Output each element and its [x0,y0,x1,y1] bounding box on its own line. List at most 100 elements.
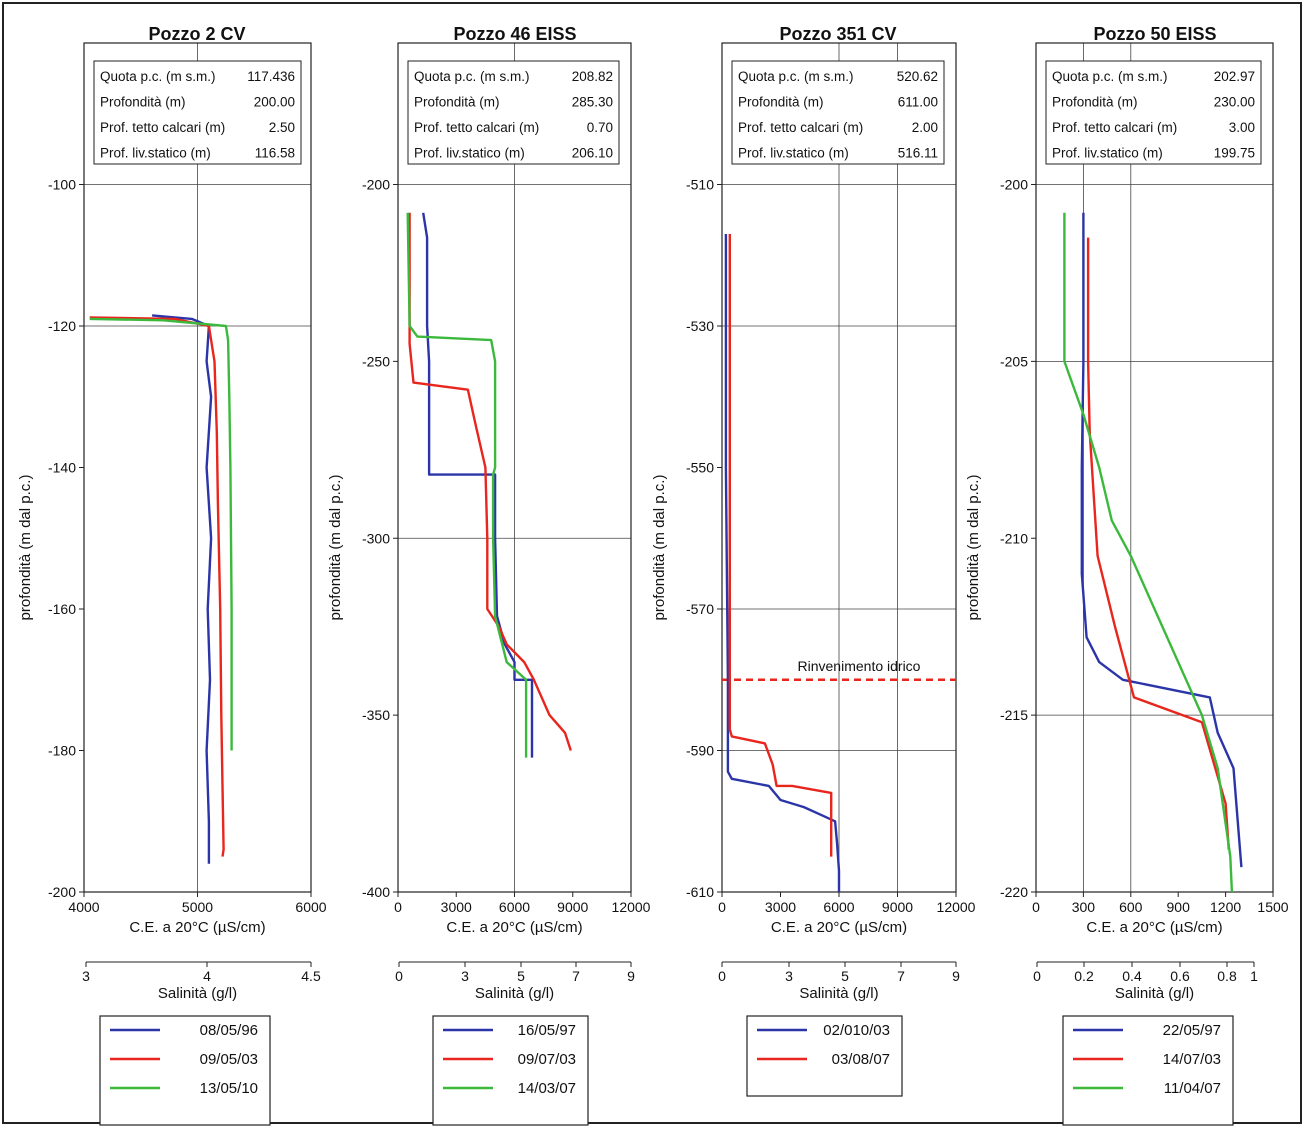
info-value: 2.00 [912,120,938,135]
y-tick-label: -220 [1000,884,1028,900]
x-tick-label: 4000 [68,899,99,915]
secondary-tick-label: 3 [82,968,90,984]
legend-label: 08/05/96 [200,1022,258,1039]
secondary-tick-label: 5 [517,968,525,984]
x-tick-label: 3000 [765,899,796,915]
y-tick-label: -180 [48,743,76,759]
info-value: 208.82 [572,69,613,84]
legend-label: 13/05/10 [200,1080,258,1097]
info-label: Prof. tetto calcari (m) [1052,120,1177,135]
secondary-axis-label: Salinità (g/l) [475,985,554,1002]
info-value: 202.97 [1214,69,1255,84]
secondary-tick-label: 0.4 [1122,968,1142,984]
legend-box [1062,1015,1234,1126]
x-axis-label: C.E. a 20°C (µS/cm) [1086,919,1222,936]
x-tick-label: 6000 [499,899,530,915]
legend-box [99,1015,271,1126]
x-tick-label: 6000 [295,899,326,915]
info-box [1045,60,1262,165]
x-tick-label: 0 [1032,899,1040,915]
info-label: Prof. tetto calcari (m) [414,120,539,135]
info-label: Quota p.c. (m s.m.) [100,69,216,84]
info-value: 516.11 [898,146,938,161]
x-tick-label: 6000 [823,899,854,915]
chart-panel-2: Pozzo 46 EISS-200-250-300-350-4000 3000 60… [327,24,651,1126]
info-value: 285.30 [572,95,613,110]
secondary-tick-label: 7 [897,968,905,984]
info-label: Prof. tetto calcari (m) [738,120,863,135]
legend-label: 22/05/97 [1163,1022,1221,1039]
secondary-tick-label: 3 [461,968,469,984]
x-axis-label: C.E. a 20°C (µS/cm) [446,919,582,936]
secondary-tick-label: 1 [1250,968,1258,984]
series-line-3 [89,317,233,751]
info-value: 117.436 [247,69,295,84]
x-tick-label: 5000 [182,899,213,915]
series-line-3 [406,212,528,758]
series-line-1 [422,212,534,758]
legend-label: 09/05/03 [200,1051,258,1068]
info-value: 206.10 [572,146,613,161]
chart-title: Pozzo 50 EISS [1093,24,1216,44]
info-value: 116.58 [255,146,295,161]
y-tick-label: -550 [686,460,714,476]
info-value: 199.75 [1214,146,1255,161]
x-tick-label: 12000 [937,899,976,915]
y-tick-label: -120 [48,318,76,334]
series-line-2 [1086,237,1230,850]
info-value: 520.62 [897,69,938,84]
y-axis-label: profondità (m dal p.c.) [651,475,668,621]
y-tick-label: -160 [48,601,76,617]
secondary-axis-label: Salinità (g/l) [158,985,237,1002]
x-tick-label: 9000 [557,899,588,915]
info-label: Quota p.c. (m s.m.) [1052,69,1168,84]
legend-label: 11/04/07 [1164,1080,1221,1097]
y-tick-label: -250 [362,353,390,369]
info-label: Profondità (m) [100,95,186,110]
info-box [731,60,945,165]
secondary-tick-label: 3 [785,968,793,984]
info-label: Prof. liv.statico (m) [414,146,525,161]
x-axis-label: C.E. a 20°C (µS/cm) [771,919,907,936]
x-tick-label: 1500 [1257,899,1288,915]
x-tick-label: 0 [394,899,402,915]
y-tick-label: -530 [686,318,714,334]
info-value: 200.00 [254,95,295,110]
info-value: 611.00 [898,95,938,110]
info-value: 2.50 [269,120,295,135]
x-tick-label: 3000 [441,899,472,915]
x-tick-label: 9000 [882,899,913,915]
secondary-tick-label: 0.6 [1170,968,1190,984]
x-tick-label: 12000 [612,899,651,915]
y-axis-label: profondità (m dal p.c.) [327,475,344,621]
y-tick-label: -200 [362,177,390,193]
series-line-1 [1080,212,1243,868]
y-tick-label: -400 [362,884,390,900]
secondary-tick-label: 9 [627,968,635,984]
y-tick-label: -210 [1000,530,1028,546]
info-label: Profondità (m) [414,95,500,110]
secondary-tick-label: 7 [572,968,580,984]
y-tick-label: -140 [48,460,76,476]
legend-label: 14/07/03 [1163,1051,1221,1068]
y-tick-label: -100 [48,177,76,193]
info-box [407,60,620,165]
chart-title: Pozzo 351 CV [779,24,896,44]
chart-title: Pozzo 46 EISS [453,24,576,44]
x-axis-label: C.E. a 20°C (µS/cm) [129,919,265,936]
info-label: Prof. liv.statico (m) [100,146,211,161]
info-label: Prof. liv.statico (m) [738,146,849,161]
series-line-3 [1063,212,1234,893]
info-value: 230.00 [1214,95,1255,110]
info-label: Profondità (m) [738,95,824,110]
chart-title: Pozzo 2 CV [148,24,245,44]
legend-label: 09/07/03 [518,1051,576,1068]
x-tick-label: 600 [1119,899,1143,915]
secondary-tick-label: 4.5 [301,968,321,984]
series-line-2 [408,212,572,751]
secondary-tick-label: 0.8 [1217,968,1237,984]
y-tick-label: -590 [686,743,714,759]
info-box [93,60,302,165]
secondary-tick-label: 4 [203,968,211,984]
